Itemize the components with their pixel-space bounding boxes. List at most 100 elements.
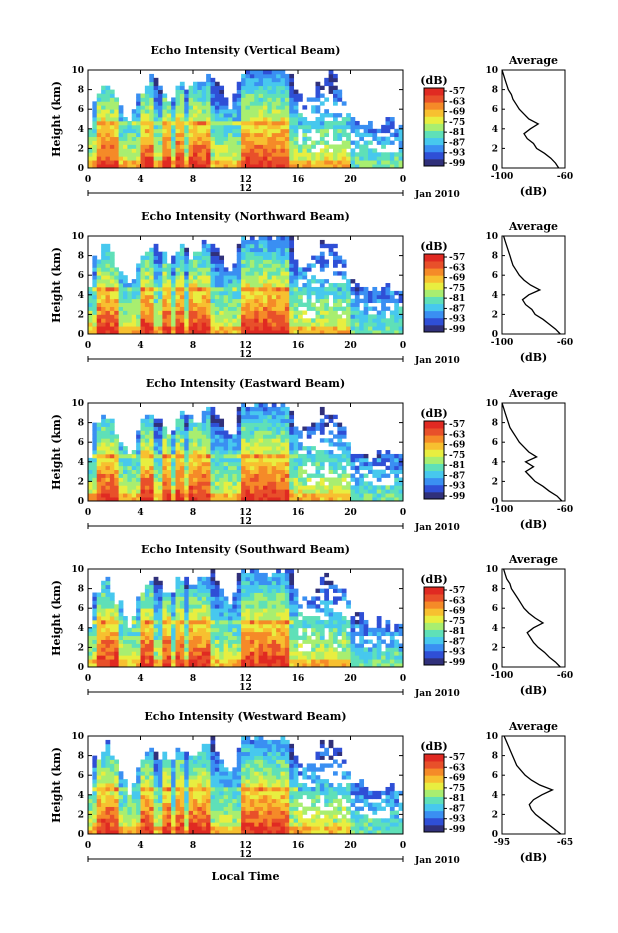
heatmap-cell bbox=[219, 125, 224, 129]
heatmap-cell bbox=[259, 90, 264, 94]
heatmap-cell bbox=[289, 466, 294, 470]
heatmap-cell bbox=[346, 318, 351, 322]
heatmap-cell bbox=[241, 659, 246, 663]
heatmap-cell bbox=[215, 593, 220, 597]
heatmap-cell bbox=[184, 604, 189, 608]
heatmap-cell bbox=[232, 94, 237, 98]
heatmap-cell bbox=[215, 624, 220, 628]
heatmap-cell bbox=[154, 628, 159, 632]
heatmap-cell bbox=[219, 121, 224, 125]
heatmap-cell bbox=[263, 271, 268, 275]
heatmap-cell bbox=[136, 481, 141, 485]
heatmap-cell bbox=[232, 446, 237, 450]
heatmap-cell bbox=[206, 628, 211, 632]
heatmap-cell bbox=[106, 493, 111, 497]
heatmap-cell bbox=[298, 493, 303, 497]
heatmap-cell bbox=[285, 137, 290, 141]
heatmap-cell bbox=[394, 291, 399, 295]
heatmap-cell bbox=[368, 466, 373, 470]
heatmap-cell bbox=[224, 616, 229, 620]
heatmap-cell bbox=[132, 160, 137, 164]
heatmap-cell bbox=[263, 121, 268, 125]
heatmap-cell bbox=[215, 113, 220, 117]
x-tick-label: 16 bbox=[292, 175, 305, 185]
heatmap-cell bbox=[394, 322, 399, 326]
avg-x-tick-label: -100 bbox=[491, 338, 514, 348]
heatmap-cell bbox=[324, 299, 329, 303]
heatmap-cell bbox=[106, 322, 111, 326]
heatmap-cell bbox=[368, 121, 373, 125]
heatmap-cell bbox=[202, 307, 207, 311]
heatmap-cell bbox=[324, 152, 329, 156]
heatmap-cell bbox=[259, 434, 264, 438]
heatmap-cell bbox=[119, 121, 124, 125]
heatmap-cell bbox=[202, 485, 207, 489]
heatmap-cell bbox=[92, 628, 97, 632]
heatmap-cell bbox=[127, 295, 132, 299]
heatmap-cell bbox=[154, 326, 159, 330]
heatmap-cell bbox=[110, 600, 115, 604]
heatmap-cell bbox=[97, 454, 102, 458]
heatmap-cell bbox=[97, 314, 102, 318]
heatmap-cell bbox=[114, 442, 119, 446]
heatmap-cell bbox=[276, 454, 281, 458]
heatmap-cell bbox=[285, 489, 290, 493]
heatmap-cell bbox=[211, 620, 216, 624]
heatmap-cell bbox=[141, 287, 146, 291]
heatmap-cell bbox=[250, 643, 255, 647]
heatmap-cell bbox=[180, 121, 185, 125]
heatmap-cell bbox=[219, 90, 224, 94]
heatmap-cell bbox=[176, 152, 181, 156]
heatmap-cell bbox=[158, 596, 163, 600]
heatmap-cell bbox=[193, 263, 198, 267]
heatmap-cell bbox=[302, 481, 307, 485]
heatmap-cell bbox=[276, 470, 281, 474]
heatmap-cell bbox=[171, 307, 176, 311]
heatmap-cell bbox=[162, 596, 167, 600]
heatmap-cell bbox=[189, 137, 194, 141]
heatmap-cell bbox=[193, 643, 198, 647]
heatmap-cell bbox=[215, 419, 220, 423]
heatmap-cell bbox=[123, 291, 128, 295]
heatmap-cell bbox=[250, 86, 255, 90]
heatmap-cell bbox=[193, 326, 198, 330]
colorbar-tick-label: -81 bbox=[449, 128, 465, 138]
colorbar-swatch bbox=[424, 116, 444, 123]
heatmap-cell bbox=[132, 279, 137, 283]
heatmap-cell bbox=[176, 651, 181, 655]
heatmap-cell bbox=[158, 481, 163, 485]
heatmap-cell bbox=[136, 659, 141, 663]
heatmap-cell bbox=[237, 256, 242, 260]
heatmap-cell bbox=[114, 275, 119, 279]
y-tick-label: 2 bbox=[78, 310, 84, 320]
heatmap-cell bbox=[281, 299, 286, 303]
heatmap-cell bbox=[259, 415, 264, 419]
heatmap-cell bbox=[97, 423, 102, 427]
heatmap-cell bbox=[337, 129, 342, 133]
heatmap-cell bbox=[219, 307, 224, 311]
heatmap-cell bbox=[97, 152, 102, 156]
heatmap-cell bbox=[329, 307, 334, 311]
heatmap-cell bbox=[145, 260, 150, 264]
heatmap-cell bbox=[219, 97, 224, 101]
heatmap-cell bbox=[386, 129, 391, 133]
heatmap-cell bbox=[364, 303, 369, 307]
heatmap-cell bbox=[272, 403, 277, 407]
heatmap-cell bbox=[110, 318, 115, 322]
heatmap-cell bbox=[158, 148, 163, 152]
heatmap-cell bbox=[206, 647, 211, 651]
heatmap-cell bbox=[250, 144, 255, 148]
heatmap-cell bbox=[114, 636, 119, 640]
heatmap-cell bbox=[276, 144, 281, 148]
heatmap-cell bbox=[97, 156, 102, 160]
heatmap-cell bbox=[206, 97, 211, 101]
heatmap-cell bbox=[158, 632, 163, 636]
heatmap-cell bbox=[92, 160, 97, 164]
heatmap-cell bbox=[92, 156, 97, 160]
heatmap-cell bbox=[193, 82, 198, 86]
heatmap-cell bbox=[228, 462, 233, 466]
heatmap-cell bbox=[289, 160, 294, 164]
heatmap-cell bbox=[307, 458, 312, 462]
heatmap-cell bbox=[386, 318, 391, 322]
heatmap-cell bbox=[193, 318, 198, 322]
